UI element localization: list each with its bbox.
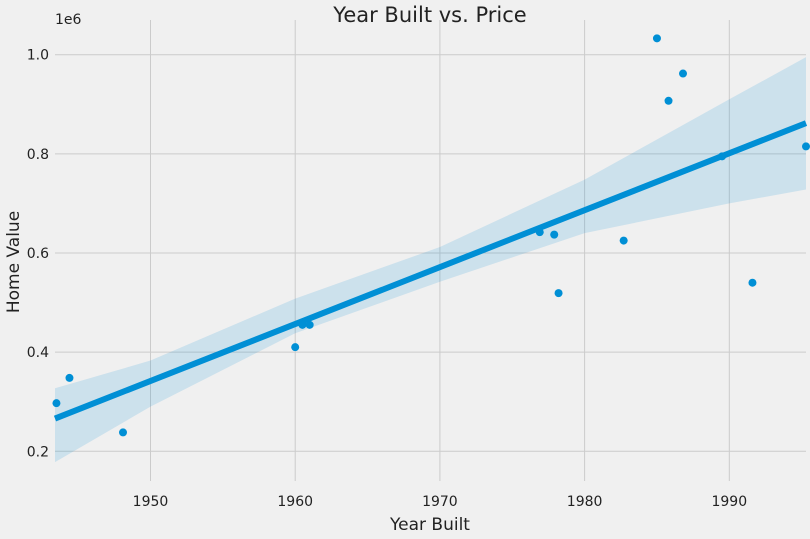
y-axis-offset-label: 1e6 [55,12,82,28]
data-point [550,230,559,239]
x-tick-label: 1950 [133,494,169,510]
y-tick-label: 1.0 [27,48,49,64]
data-point [65,373,74,382]
y-axis-label: Home Value [4,211,24,313]
data-point [298,320,307,329]
x-axis-ticks: 1950 1960 1970 1980 1990 [133,494,747,510]
x-axis-label: Year Built [389,515,470,535]
grid [55,20,806,481]
data-point [291,343,300,352]
data-point [664,96,673,105]
data-point [554,289,563,298]
y-tick-label: 0.6 [27,246,49,262]
y-tick-label: 0.2 [27,444,49,460]
confidence-band [55,57,806,463]
y-axis-ticks: 0.2 0.4 0.6 0.8 1.0 [27,48,49,461]
data-point [802,142,810,151]
regression-line [53,120,808,422]
x-tick-label: 1980 [567,494,603,510]
data-point [119,428,128,437]
data-point [652,34,661,43]
regression-line-segment [53,120,808,422]
data-point [679,69,688,78]
data-point [52,399,61,408]
data-point [748,278,757,287]
data-points [52,34,810,437]
y-tick-label: 0.8 [27,147,49,163]
y-tick-label: 0.4 [27,345,49,361]
data-point [718,152,727,161]
data-point [305,320,314,329]
data-point [619,236,628,245]
data-point [535,228,544,237]
confidence-band-area [55,57,806,463]
x-tick-label: 1970 [422,494,458,510]
chart-title: Year Built vs. Price [332,3,526,27]
x-tick-label: 1960 [277,494,313,510]
x-tick-label: 1990 [711,494,747,510]
